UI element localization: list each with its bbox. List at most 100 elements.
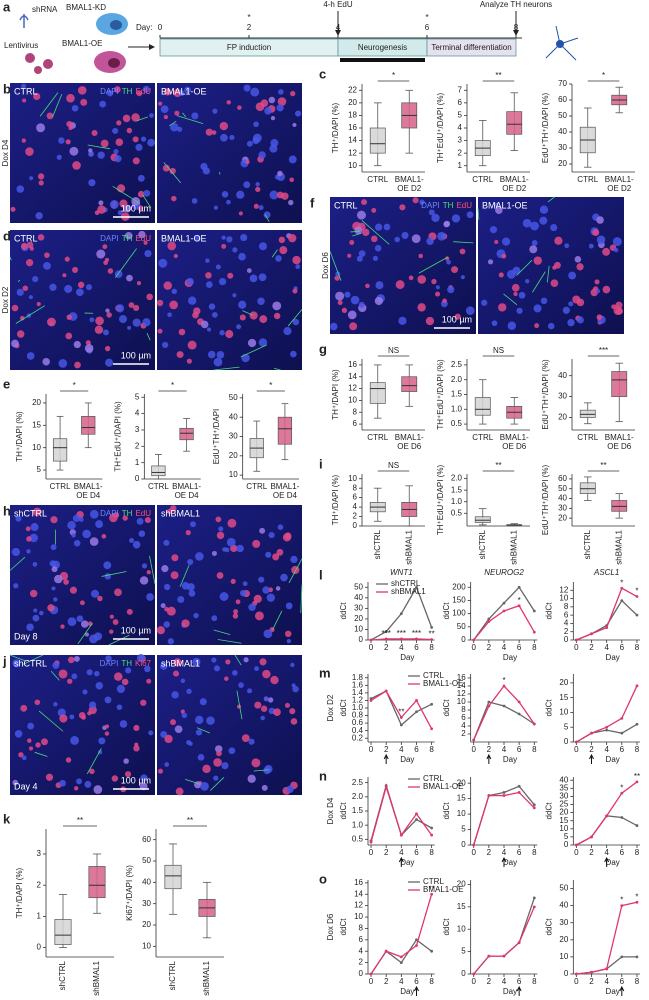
y-axis-label: TH⁺EdU⁺/DAPI (%) [436, 93, 445, 164]
cell [226, 199, 231, 205]
cell [136, 90, 143, 97]
stain-name: EdU [456, 201, 472, 210]
cell [72, 266, 79, 273]
cell [16, 330, 25, 338]
cell [53, 702, 58, 707]
cell [174, 110, 180, 116]
image-label: BMAL1-OE [482, 200, 528, 210]
y-tick-label: 3 [458, 136, 463, 145]
point [620, 816, 624, 819]
sig-label: *** [599, 346, 608, 355]
cell [125, 771, 132, 778]
cell [258, 338, 268, 347]
y-tick-label: 150 [452, 596, 466, 605]
cell [158, 258, 168, 268]
y-tick-label: 1 [458, 161, 463, 170]
x-tick-label: 8 [635, 643, 640, 652]
stain-name: DAPI [100, 234, 119, 243]
neurite [108, 634, 130, 646]
y-tick-label: 2.5 [352, 778, 364, 787]
x-tick-label: 8 [429, 745, 434, 754]
neurite [300, 584, 303, 614]
cell [226, 236, 233, 243]
y-tick-label: 10 [559, 824, 568, 833]
cell [375, 223, 383, 231]
x-tick-label: 8 [635, 848, 640, 857]
x-tick-label: 0 [471, 643, 476, 652]
cell [117, 210, 123, 216]
y-axis-label: TH⁺/DAPI (%) [331, 474, 340, 525]
label-line: OE D4 [76, 491, 101, 500]
series-line [473, 684, 535, 741]
cell [124, 231, 133, 240]
series-line [473, 586, 535, 641]
stain-name: DAPI [421, 201, 440, 210]
cell [98, 200, 104, 206]
y-tick-label: 20 [558, 159, 567, 168]
y-tick-label: 30 [558, 143, 567, 152]
cell [13, 583, 19, 589]
box [164, 864, 182, 890]
cell [164, 762, 170, 767]
x-tick-label: 4 [502, 848, 507, 857]
y-tick-label: 1.0 [451, 404, 463, 413]
cell [219, 330, 225, 336]
row-label: Dox D4 [1, 139, 10, 166]
cell [218, 526, 224, 532]
cell [26, 549, 31, 554]
neurite [101, 571, 127, 577]
y-tick-label: 20 [558, 513, 567, 522]
cell [247, 688, 253, 694]
sig-label: NS [388, 461, 399, 470]
neurite [169, 120, 177, 127]
cell [97, 595, 103, 602]
y-tick-label: 4 [135, 409, 140, 418]
y-tick-label: 40 [558, 494, 567, 503]
point [605, 814, 609, 818]
label-line: BMAL1- [74, 482, 103, 491]
cell [276, 548, 284, 556]
neurite [287, 309, 303, 327]
y-tick-label: 0 [564, 840, 569, 849]
significance: ** [429, 884, 435, 893]
point [517, 791, 521, 794]
x-tick-label: shCTRL [478, 529, 487, 559]
cell [75, 288, 84, 297]
cell [241, 734, 250, 743]
x-tick-label: BMAL1-OE D6 [500, 433, 529, 451]
y-tick-label: 16 [348, 360, 357, 369]
point [430, 833, 434, 837]
point [502, 609, 506, 613]
cell [206, 327, 212, 332]
y-tick-label: 0 [461, 840, 466, 849]
cell [113, 512, 120, 518]
cell [171, 554, 179, 562]
cell [29, 533, 38, 543]
cell [253, 203, 259, 209]
cell [171, 288, 177, 294]
x-tick-label: BMAL1-OE D2 [605, 175, 634, 193]
cell [169, 300, 178, 310]
point [574, 638, 578, 642]
point [430, 949, 434, 953]
cell [49, 560, 56, 567]
significance: ** [634, 772, 640, 781]
cell [60, 624, 65, 629]
cell [273, 312, 281, 320]
cell [45, 773, 54, 781]
neurite [142, 194, 152, 208]
panel-letter: m [319, 665, 331, 680]
cell [28, 295, 33, 300]
panel-letter: g [319, 341, 327, 356]
y-tick-label: 40 [559, 775, 568, 784]
x-tick-label: shCTRL [373, 529, 382, 559]
cell [29, 176, 34, 181]
cell [205, 272, 212, 279]
phase [426, 38, 517, 57]
image-label: CTRL [334, 200, 358, 210]
cell [533, 304, 542, 313]
cell [170, 719, 177, 726]
x-tick-label: 8 [532, 643, 537, 652]
cell [197, 753, 205, 761]
x-axis-label: Day [400, 987, 414, 996]
